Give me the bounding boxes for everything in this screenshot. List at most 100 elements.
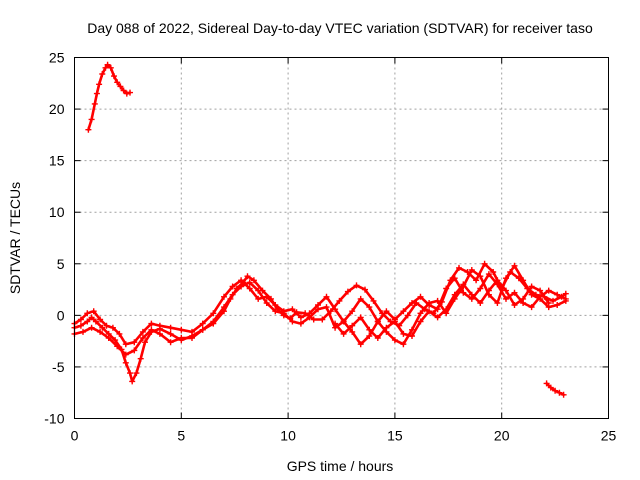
- data-point-marker: [189, 328, 195, 335]
- data-point-marker: [426, 302, 433, 308]
- data-point-marker: [310, 316, 317, 323]
- data-point-marker: [272, 308, 279, 315]
- data-point-marker: [547, 384, 554, 391]
- data-point-marker: [238, 277, 245, 284]
- data-point-marker: [102, 64, 109, 71]
- x-axis-label: GPS time / hours: [287, 458, 394, 474]
- data-point-marker: [131, 347, 138, 354]
- data-point-marker: [92, 318, 99, 325]
- series-early-spike: [87, 63, 132, 131]
- data-point-marker: [370, 297, 377, 304]
- data-point-marker: [88, 324, 95, 331]
- data-point-marker: [344, 288, 351, 295]
- data-point-marker: [85, 126, 92, 133]
- data-point-marker: [210, 318, 217, 325]
- data-point-marker: [297, 314, 304, 321]
- data-point-marker: [434, 314, 441, 321]
- data-point-marker: [189, 335, 195, 341]
- y-tick-label: 0: [57, 307, 65, 323]
- data-point-marker: [528, 291, 535, 298]
- data-point-marker: [562, 290, 569, 297]
- data-point-marker: [246, 279, 253, 286]
- series-layer: [71, 61, 569, 398]
- data-point-marker: [434, 297, 441, 304]
- data-point-marker: [511, 262, 518, 269]
- data-point-marker: [129, 378, 136, 385]
- data-point-marker: [374, 335, 381, 341]
- data-point-marker: [537, 287, 544, 294]
- data-point-marker: [552, 387, 559, 394]
- data-point-marker: [104, 61, 111, 68]
- data-point-marker: [494, 300, 501, 306]
- data-point-marker: [99, 324, 106, 331]
- data-point-marker: [520, 295, 527, 302]
- data-point-marker: [481, 260, 488, 267]
- data-point-marker: [332, 306, 339, 313]
- y-tick-label: -10: [44, 411, 64, 427]
- data-point-marker: [156, 330, 163, 337]
- data-point-marker: [554, 302, 561, 308]
- grid-layer: [74, 57, 609, 419]
- y-axis-label: SDTVAR / TECUs: [7, 182, 23, 294]
- data-point-marker: [111, 73, 117, 80]
- data-point-marker: [366, 304, 373, 311]
- data-point-marker: [142, 339, 148, 346]
- data-point-marker: [127, 89, 133, 96]
- data-point-marker: [199, 326, 206, 333]
- data-point-marker: [122, 351, 129, 358]
- data-point-marker: [400, 330, 407, 337]
- data-point-marker: [84, 310, 91, 317]
- data-point-marker: [99, 71, 106, 77]
- data-point-marker: [349, 322, 356, 329]
- data-point-marker: [315, 302, 321, 308]
- data-point-marker: [426, 308, 433, 315]
- data-point-marker: [167, 324, 174, 331]
- data-point-marker: [468, 267, 475, 273]
- data-point-marker: [306, 310, 313, 317]
- y-tick-label: 15: [49, 153, 65, 169]
- data-point-marker: [477, 273, 484, 280]
- plot-frame: [74, 57, 609, 419]
- data-point-marker: [528, 283, 535, 290]
- data-point-marker: [460, 289, 467, 296]
- x-tick-label: 10: [280, 428, 296, 444]
- data-point-marker: [511, 289, 518, 296]
- data-point-marker: [400, 341, 407, 348]
- data-point-marker: [528, 304, 535, 311]
- data-point-marker: [357, 295, 364, 302]
- data-point-marker: [340, 330, 347, 337]
- data-point-marker: [122, 341, 129, 348]
- data-point-marker: [93, 90, 100, 97]
- data-point-marker: [404, 312, 411, 319]
- data-point-marker: [139, 335, 146, 341]
- data-point-marker: [554, 291, 561, 298]
- data-point-marker: [244, 273, 251, 280]
- data-point-marker: [443, 306, 450, 313]
- data-point-marker: [409, 300, 415, 306]
- data-point-marker: [199, 320, 206, 327]
- data-point-marker: [366, 333, 373, 339]
- data-point-marker: [443, 285, 450, 292]
- data-point-marker: [88, 314, 95, 321]
- data-point-marker: [167, 339, 174, 346]
- data-point-marker: [485, 287, 492, 294]
- data-point-marker: [417, 293, 424, 300]
- data-point-marker: [409, 326, 415, 333]
- data-point-marker: [374, 318, 381, 325]
- data-point-marker: [221, 293, 227, 300]
- data-point-marker: [156, 322, 163, 329]
- data-point-marker: [340, 318, 347, 325]
- data-point-marker: [319, 316, 326, 323]
- data-point-marker: [391, 318, 398, 325]
- data-point-marker: [297, 320, 304, 327]
- series-trace-a: [73, 262, 568, 383]
- data-point-marker: [97, 328, 104, 335]
- x-tick-label: 20: [494, 428, 510, 444]
- data-point-marker: [323, 293, 330, 300]
- data-point-marker: [477, 285, 484, 292]
- data-point-marker: [103, 322, 110, 329]
- data-point-marker: [133, 370, 140, 377]
- data-point-marker: [434, 306, 441, 313]
- data-point-marker: [272, 302, 279, 308]
